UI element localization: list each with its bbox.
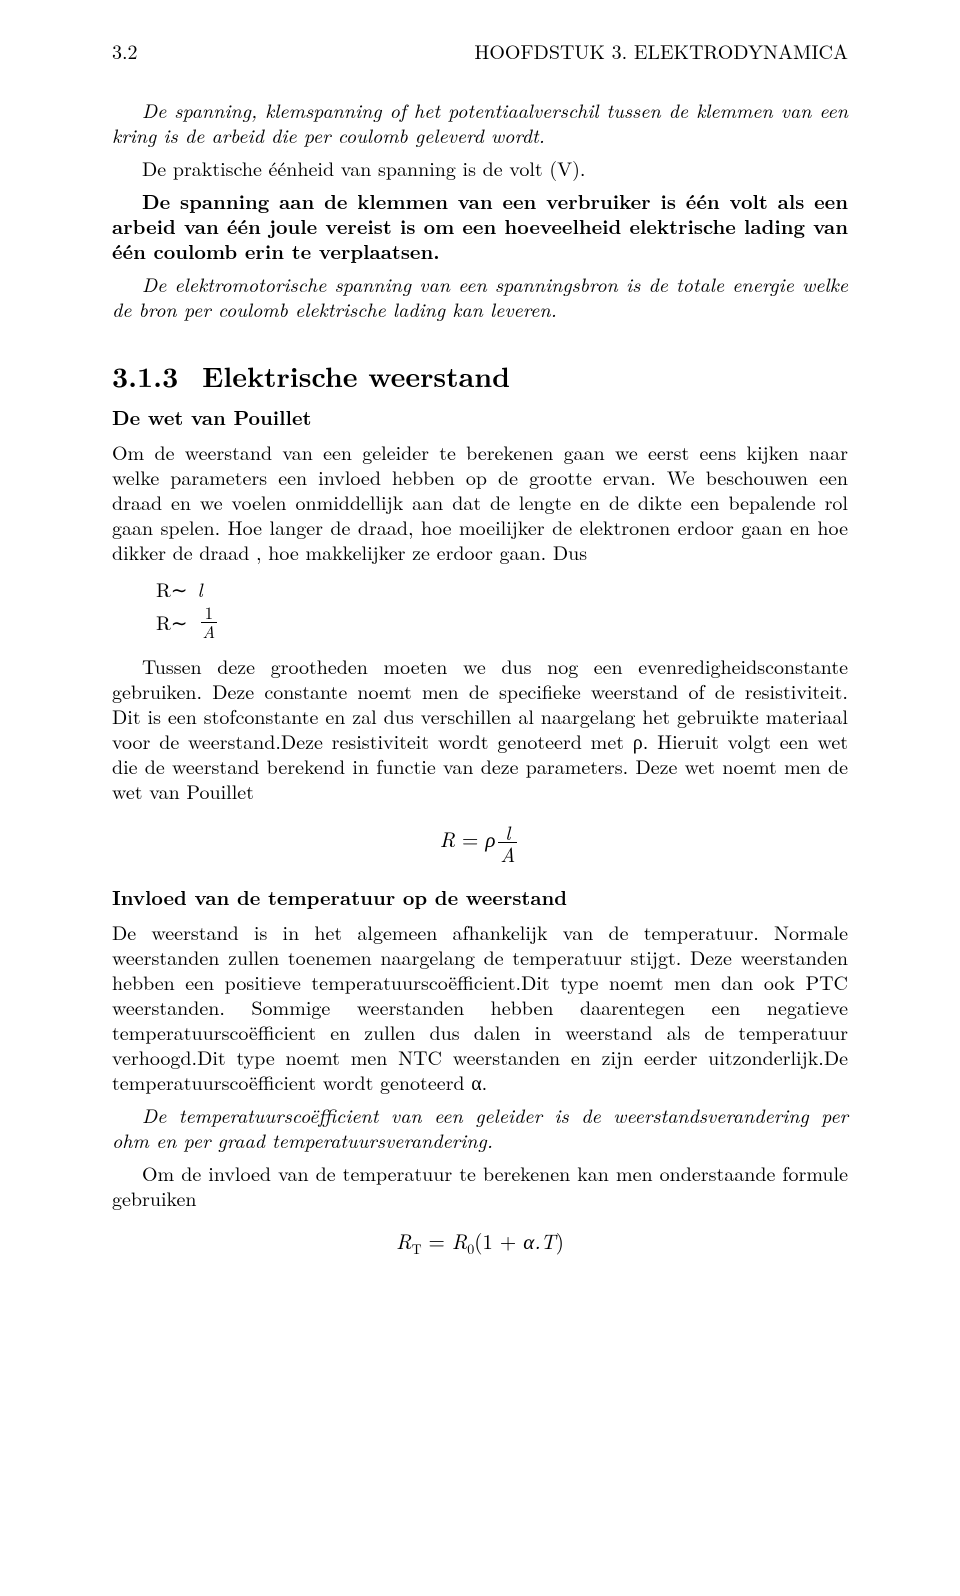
symbol-open-paren: (1 +: [474, 1226, 523, 1256]
section-number: 3.1.3: [112, 356, 178, 396]
fraction-l-over-A: lA: [498, 821, 517, 864]
proportionality-block: R∼ l R∼ 1A: [156, 574, 848, 641]
section-title: Elektrische weerstand: [202, 356, 510, 396]
equation-pouillet: R = ρlA: [112, 821, 848, 864]
symbol-rho: ρ: [485, 824, 495, 854]
symbol-R0: R: [452, 1226, 467, 1256]
fraction-denominator: A: [498, 842, 517, 864]
paragraph-resistivity: Tussen deze grootheden moeten we dus nog…: [112, 653, 848, 803]
symbol-equals: =: [422, 1226, 452, 1256]
subheading-temperature: Invloed van de temperatuur op de weersta…: [112, 884, 848, 909]
header-chapter-title: HOOFDSTUK 3. ELEKTRODYNAMICA: [474, 38, 848, 63]
symbol-R: R: [440, 824, 455, 854]
symbol-alpha-T: α.T: [523, 1226, 556, 1256]
section-heading: 3.1.3 Elektrische weerstand: [112, 359, 848, 394]
paragraph-pouillet-intro: Om de weerstand van een geleider te bere…: [112, 439, 848, 564]
subscript-T: T: [411, 1239, 421, 1259]
subheading-pouillet: De wet van Pouillet: [112, 404, 848, 429]
symbol-R: R: [396, 1226, 411, 1256]
symbol-l: l: [198, 574, 203, 604]
equation-temperature: RT = R0(1 + α.T): [112, 1228, 848, 1259]
paragraph-temperature-formula-intro: Om de invloed van de temperatuur te bere…: [112, 1160, 848, 1210]
symbol-tilde: ∼: [171, 607, 188, 637]
fraction-denominator: A: [201, 622, 218, 641]
fraction-one-over-A: 1A: [201, 604, 218, 641]
symbol-R: R: [156, 607, 171, 637]
symbol-close-paren: ): [556, 1226, 564, 1256]
paragraph-definition-tempcoef: De temperatuurscoëfficient van een gelei…: [112, 1102, 848, 1152]
paragraph-definition-volt: De spanning aan de klemmen van een verbr…: [112, 188, 848, 263]
proportionality-line-1: R∼ l: [156, 574, 848, 604]
paragraph-unit-volt: De praktische éénheid van spanning is de…: [112, 155, 848, 180]
page-header: 3.2 HOOFDSTUK 3. ELEKTRODYNAMICA: [112, 38, 848, 63]
proportionality-line-2: R∼ 1A: [156, 604, 848, 641]
paragraph-temperature-effect: De weerstand is in het algemeen afhankel…: [112, 919, 848, 1094]
symbol-tilde: ∼: [171, 574, 188, 604]
paragraph-definition-emf: De elektromotorische spanning van een sp…: [112, 271, 848, 321]
symbol-equals: =: [455, 824, 485, 854]
symbol-R: R: [156, 574, 171, 604]
header-section-number: 3.2: [112, 38, 138, 63]
paragraph-definition-spanning: De spanning, klemspanning of het potenti…: [112, 97, 848, 147]
